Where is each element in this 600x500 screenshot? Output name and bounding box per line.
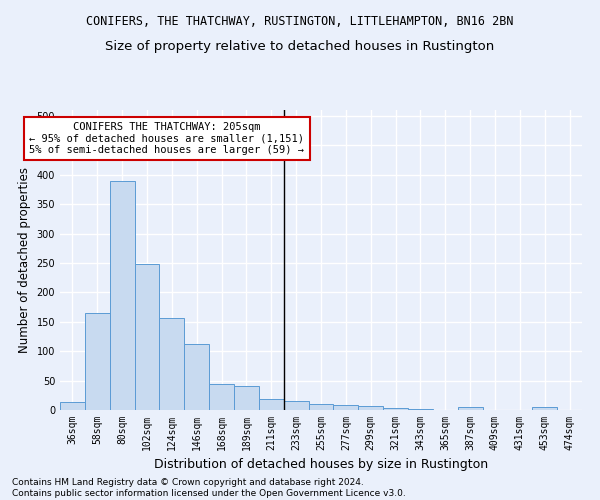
Bar xyxy=(234,386,259,410)
Bar xyxy=(308,404,334,410)
Bar xyxy=(259,400,284,410)
Bar xyxy=(85,313,110,410)
Bar xyxy=(184,344,209,410)
Bar xyxy=(284,401,308,410)
Y-axis label: Number of detached properties: Number of detached properties xyxy=(18,167,31,353)
Text: Size of property relative to detached houses in Rustington: Size of property relative to detached ho… xyxy=(106,40,494,53)
Bar xyxy=(458,407,482,410)
Bar xyxy=(358,406,383,410)
Bar xyxy=(334,404,358,410)
Bar xyxy=(209,384,234,410)
Text: CONIFERS, THE THATCHWAY, RUSTINGTON, LITTLEHAMPTON, BN16 2BN: CONIFERS, THE THATCHWAY, RUSTINGTON, LIT… xyxy=(86,15,514,28)
Bar xyxy=(532,407,557,410)
X-axis label: Distribution of detached houses by size in Rustington: Distribution of detached houses by size … xyxy=(154,458,488,471)
Bar xyxy=(383,408,408,410)
Bar xyxy=(134,264,160,410)
Bar xyxy=(60,402,85,410)
Text: Contains HM Land Registry data © Crown copyright and database right 2024.
Contai: Contains HM Land Registry data © Crown c… xyxy=(12,478,406,498)
Text: CONIFERS THE THATCHWAY: 205sqm
← 95% of detached houses are smaller (1,151)
5% o: CONIFERS THE THATCHWAY: 205sqm ← 95% of … xyxy=(29,122,304,155)
Bar xyxy=(408,409,433,410)
Bar xyxy=(110,180,134,410)
Bar xyxy=(160,318,184,410)
